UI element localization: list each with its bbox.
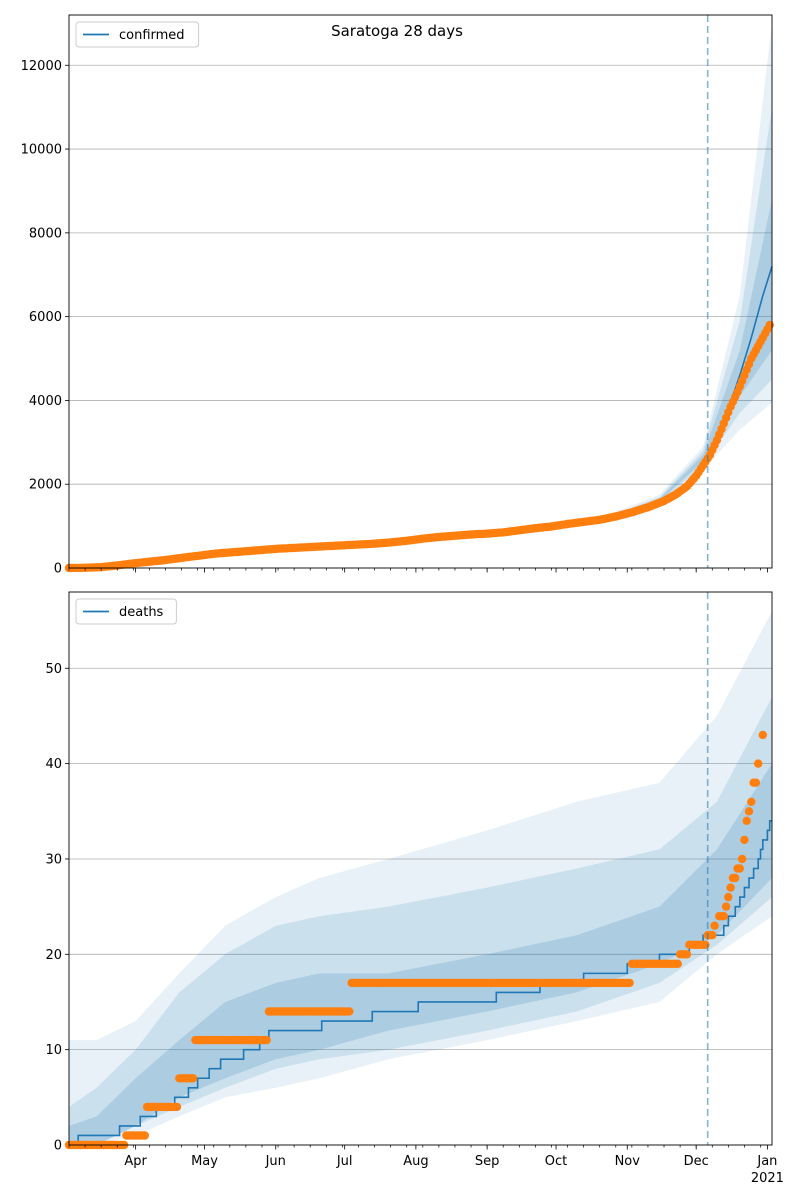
- observed-point: [172, 1102, 182, 1112]
- y-tick-label: 4000: [29, 394, 62, 409]
- observed-points: [64, 320, 774, 573]
- plot-frame: [68, 591, 773, 1146]
- observed-point: [719, 912, 728, 921]
- model-line: [68, 266, 773, 569]
- observed-point: [673, 959, 682, 968]
- observed-point: [747, 797, 756, 806]
- legend-box: [75, 21, 200, 48]
- y-tick-label: 12000: [21, 59, 62, 74]
- legend: deaths: [75, 598, 177, 625]
- observed-point: [735, 864, 744, 873]
- x-year-label: 2021: [751, 1171, 784, 1186]
- x-tick-label: May: [191, 1154, 218, 1169]
- legend-box: [75, 598, 177, 625]
- x-tick-label: Oct: [545, 1154, 567, 1169]
- plot-frame: [68, 14, 773, 569]
- y-tick-label: 2000: [29, 478, 62, 493]
- y-tick-label: 30: [45, 852, 62, 867]
- observed-point: [744, 807, 754, 816]
- observed-point: [188, 1074, 198, 1083]
- y-tick-label: 6000: [29, 310, 62, 325]
- observed-point: [682, 950, 692, 959]
- legend: confirmed: [75, 21, 200, 48]
- x-tick-label: Jun: [265, 1154, 286, 1169]
- observed-point: [737, 854, 747, 864]
- uncertainty-band-middle: [69, 696, 772, 1145]
- y-tick-label: 0: [54, 562, 62, 577]
- observed-point: [726, 883, 735, 892]
- y-tick-label: 10000: [21, 143, 62, 158]
- x-tick-label: Nov: [615, 1154, 641, 1169]
- observed-point: [710, 921, 719, 930]
- y-tick-label: 8000: [29, 226, 62, 241]
- deaths-panel: 0 10 20 30 40 50 Apr May Jun Jul Aug Sep Oct Nov Dec Ja…: [45, 591, 784, 1186]
- legend-label: deaths: [119, 605, 164, 620]
- y-tick-label: 10: [45, 1043, 62, 1058]
- observed-point: [751, 778, 761, 787]
- y-tick-label: 40: [45, 757, 62, 772]
- uncertainty-band-outer: [69, 23, 772, 568]
- y-tick-label: 20: [45, 948, 62, 963]
- y-tick-label: 0: [54, 1139, 62, 1154]
- observed-point: [345, 1007, 354, 1016]
- observed-point: [140, 1131, 149, 1140]
- uncertainty-band-inner: [69, 199, 772, 569]
- observed-point: [742, 816, 751, 825]
- observed-point: [625, 978, 634, 988]
- x-tick-label: Dec: [684, 1154, 709, 1169]
- observed-point: [708, 931, 717, 940]
- observed-point: [262, 1035, 271, 1045]
- x-tick-label: Jan: [756, 1154, 777, 1169]
- observed-points: [64, 730, 767, 1150]
- observed-point: [740, 835, 749, 845]
- confirmed-panel: Saratoga 28 days 0 2000 4000 6000 8000 10000 1…: [21, 14, 774, 577]
- x-tick-label: Apr: [124, 1154, 147, 1169]
- observed-point: [765, 320, 774, 330]
- observed-point: [754, 759, 763, 768]
- x-tick-label: Aug: [403, 1154, 428, 1169]
- legend-label: confirmed: [119, 28, 185, 43]
- x-tick-label: Jul: [336, 1154, 353, 1169]
- uncertainty-band-outer: [69, 611, 772, 1145]
- observed-point: [758, 730, 767, 740]
- observed-point: [721, 902, 731, 911]
- y-tick-label: 50: [45, 662, 62, 677]
- chart-title: Saratoga 28 days: [331, 22, 463, 40]
- observed-point: [731, 873, 740, 883]
- observed-point: [724, 892, 733, 902]
- x-tick-label: Sep: [475, 1154, 500, 1169]
